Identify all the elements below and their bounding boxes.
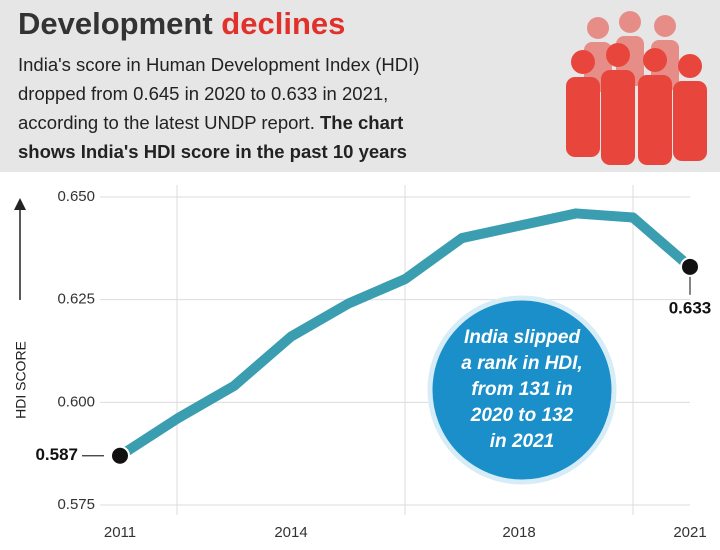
- y-tick-label: 0.600: [57, 393, 95, 410]
- data-label: 0.633: [669, 298, 712, 317]
- subtitle: India's score in Human Development Index…: [18, 54, 419, 75]
- callout-circle: [427, 295, 617, 485]
- callout-text: in 2021: [490, 431, 554, 452]
- end-point: [680, 256, 700, 277]
- subtitle: dropped from 0.645 in 2020 to 0.633 in 2…: [18, 83, 388, 104]
- title-highlight: declines: [221, 6, 345, 41]
- y-tick-label: 0.650: [57, 188, 95, 205]
- callout-text: a rank in HDI,: [461, 353, 582, 374]
- x-tick-label: 2014: [274, 524, 307, 541]
- subtitle-bold: The chart: [320, 112, 403, 133]
- line: [117, 208, 694, 460]
- x-tick-label: 2021: [673, 524, 706, 541]
- callout-text: 2020 to 132: [470, 405, 574, 426]
- callout-text: from 131 in: [471, 379, 572, 400]
- y-tick-label: 0.575: [57, 496, 95, 513]
- subtitle: according to the latest UNDP report. The…: [18, 112, 403, 133]
- subtitle-text: according to the latest UNDP report.: [18, 112, 315, 133]
- callout-text: India slipped: [464, 327, 581, 348]
- chart-title: Development declines: [18, 6, 345, 41]
- end-point: [110, 445, 130, 466]
- data-label: 0.587: [35, 445, 78, 464]
- title-text: Development: [18, 6, 213, 41]
- axis-arrowhead: [14, 198, 26, 210]
- y-axis-label: HDI SCORE: [13, 341, 29, 419]
- chart-background: [0, 172, 720, 550]
- plot: 0.650 0.625 0.600 0.575 2011 2014 2018 2021 0.58…: [35, 185, 711, 541]
- x-tick-label: 2011: [104, 524, 136, 541]
- x-tick-label: 2018: [502, 524, 535, 541]
- people-icon: [566, 11, 707, 165]
- y-tick-label: 0.625: [57, 291, 95, 308]
- subtitle-bold: shows India's HDI score in the past 10 y…: [18, 141, 407, 162]
